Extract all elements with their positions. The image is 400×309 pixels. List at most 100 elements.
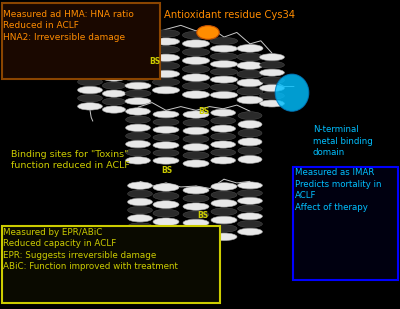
Ellipse shape: [102, 74, 126, 81]
Ellipse shape: [153, 192, 179, 200]
Ellipse shape: [211, 141, 236, 148]
Ellipse shape: [182, 82, 210, 90]
Ellipse shape: [78, 103, 102, 110]
Ellipse shape: [210, 61, 238, 68]
Ellipse shape: [126, 116, 150, 123]
Ellipse shape: [102, 98, 126, 105]
Ellipse shape: [125, 51, 151, 58]
Ellipse shape: [275, 74, 309, 111]
Ellipse shape: [152, 70, 180, 78]
Ellipse shape: [183, 235, 209, 243]
Text: Measured by EPR/ABiC
Reduced capacity in ACLF
EPR: Suggests irreversible damage
: Measured by EPR/ABiC Reduced capacity in…: [3, 228, 178, 271]
Ellipse shape: [238, 205, 262, 212]
Ellipse shape: [153, 226, 179, 234]
Ellipse shape: [153, 184, 179, 191]
Ellipse shape: [126, 132, 150, 140]
Ellipse shape: [238, 228, 262, 235]
Ellipse shape: [153, 157, 179, 164]
Ellipse shape: [128, 198, 152, 205]
Ellipse shape: [78, 87, 102, 94]
Text: BS: BS: [198, 211, 209, 220]
Ellipse shape: [211, 216, 237, 224]
Ellipse shape: [238, 197, 262, 204]
Ellipse shape: [237, 53, 263, 61]
FancyBboxPatch shape: [293, 167, 398, 280]
Ellipse shape: [211, 125, 236, 132]
Ellipse shape: [102, 106, 126, 113]
Ellipse shape: [78, 70, 102, 77]
Ellipse shape: [210, 76, 238, 83]
Ellipse shape: [125, 82, 151, 89]
Ellipse shape: [237, 79, 263, 87]
Ellipse shape: [260, 100, 284, 107]
Ellipse shape: [238, 121, 262, 128]
Ellipse shape: [210, 45, 238, 52]
Ellipse shape: [78, 54, 102, 61]
Text: Measured ad HMA: HNA ratio
Reduced in ACLF
HNA2: Irreversible damage: Measured ad HMA: HNA ratio Reduced in AC…: [3, 10, 134, 42]
Text: BS: BS: [162, 166, 173, 175]
Ellipse shape: [260, 77, 284, 84]
Ellipse shape: [260, 54, 284, 61]
Ellipse shape: [182, 91, 210, 99]
Ellipse shape: [128, 223, 152, 230]
Ellipse shape: [128, 231, 152, 238]
Ellipse shape: [237, 62, 263, 70]
Ellipse shape: [153, 111, 179, 118]
Ellipse shape: [78, 95, 102, 102]
Ellipse shape: [125, 44, 151, 51]
Ellipse shape: [125, 59, 151, 66]
Ellipse shape: [210, 37, 238, 44]
Ellipse shape: [210, 53, 238, 60]
Ellipse shape: [78, 78, 102, 86]
Ellipse shape: [238, 155, 262, 163]
Ellipse shape: [128, 206, 152, 214]
Ellipse shape: [211, 233, 237, 241]
Ellipse shape: [211, 109, 236, 116]
Ellipse shape: [125, 74, 151, 82]
Ellipse shape: [126, 124, 150, 131]
Ellipse shape: [183, 203, 209, 210]
Ellipse shape: [211, 117, 236, 124]
Ellipse shape: [238, 138, 262, 146]
Ellipse shape: [210, 84, 238, 91]
Ellipse shape: [153, 235, 179, 243]
Ellipse shape: [153, 119, 179, 125]
Ellipse shape: [153, 209, 179, 217]
Ellipse shape: [182, 40, 210, 48]
Ellipse shape: [102, 82, 126, 89]
Ellipse shape: [128, 182, 152, 189]
Text: N-terminal
metal binding
domain: N-terminal metal binding domain: [313, 125, 372, 157]
Ellipse shape: [153, 201, 179, 209]
Ellipse shape: [183, 144, 209, 151]
Ellipse shape: [238, 147, 262, 154]
Ellipse shape: [238, 182, 262, 189]
Ellipse shape: [182, 65, 210, 73]
Ellipse shape: [238, 190, 262, 197]
Ellipse shape: [126, 157, 150, 164]
Ellipse shape: [152, 54, 180, 61]
Ellipse shape: [152, 87, 180, 94]
Ellipse shape: [197, 26, 219, 39]
Ellipse shape: [183, 111, 209, 118]
Ellipse shape: [152, 30, 180, 37]
FancyBboxPatch shape: [2, 226, 220, 303]
Text: BS: BS: [150, 57, 161, 66]
Ellipse shape: [182, 48, 210, 56]
Ellipse shape: [183, 187, 209, 194]
Ellipse shape: [153, 126, 179, 133]
Text: Binding sites for "Toxins"
function reduced in ACLF: Binding sites for "Toxins" function redu…: [11, 150, 130, 170]
Ellipse shape: [211, 149, 236, 156]
Ellipse shape: [153, 134, 179, 141]
Ellipse shape: [102, 90, 126, 97]
Ellipse shape: [260, 92, 284, 99]
Ellipse shape: [152, 78, 180, 86]
FancyBboxPatch shape: [2, 3, 160, 79]
Text: Measured as IMAR
Predicts mortality in
ACLF
Affect of therapy: Measured as IMAR Predicts mortality in A…: [295, 168, 382, 212]
Ellipse shape: [211, 133, 236, 140]
Ellipse shape: [238, 129, 262, 137]
Text: Antioxidant residue Cys34: Antioxidant residue Cys34: [164, 10, 295, 20]
Ellipse shape: [211, 208, 237, 215]
Ellipse shape: [238, 221, 262, 227]
Ellipse shape: [153, 142, 179, 149]
Text: BS: BS: [198, 107, 210, 116]
